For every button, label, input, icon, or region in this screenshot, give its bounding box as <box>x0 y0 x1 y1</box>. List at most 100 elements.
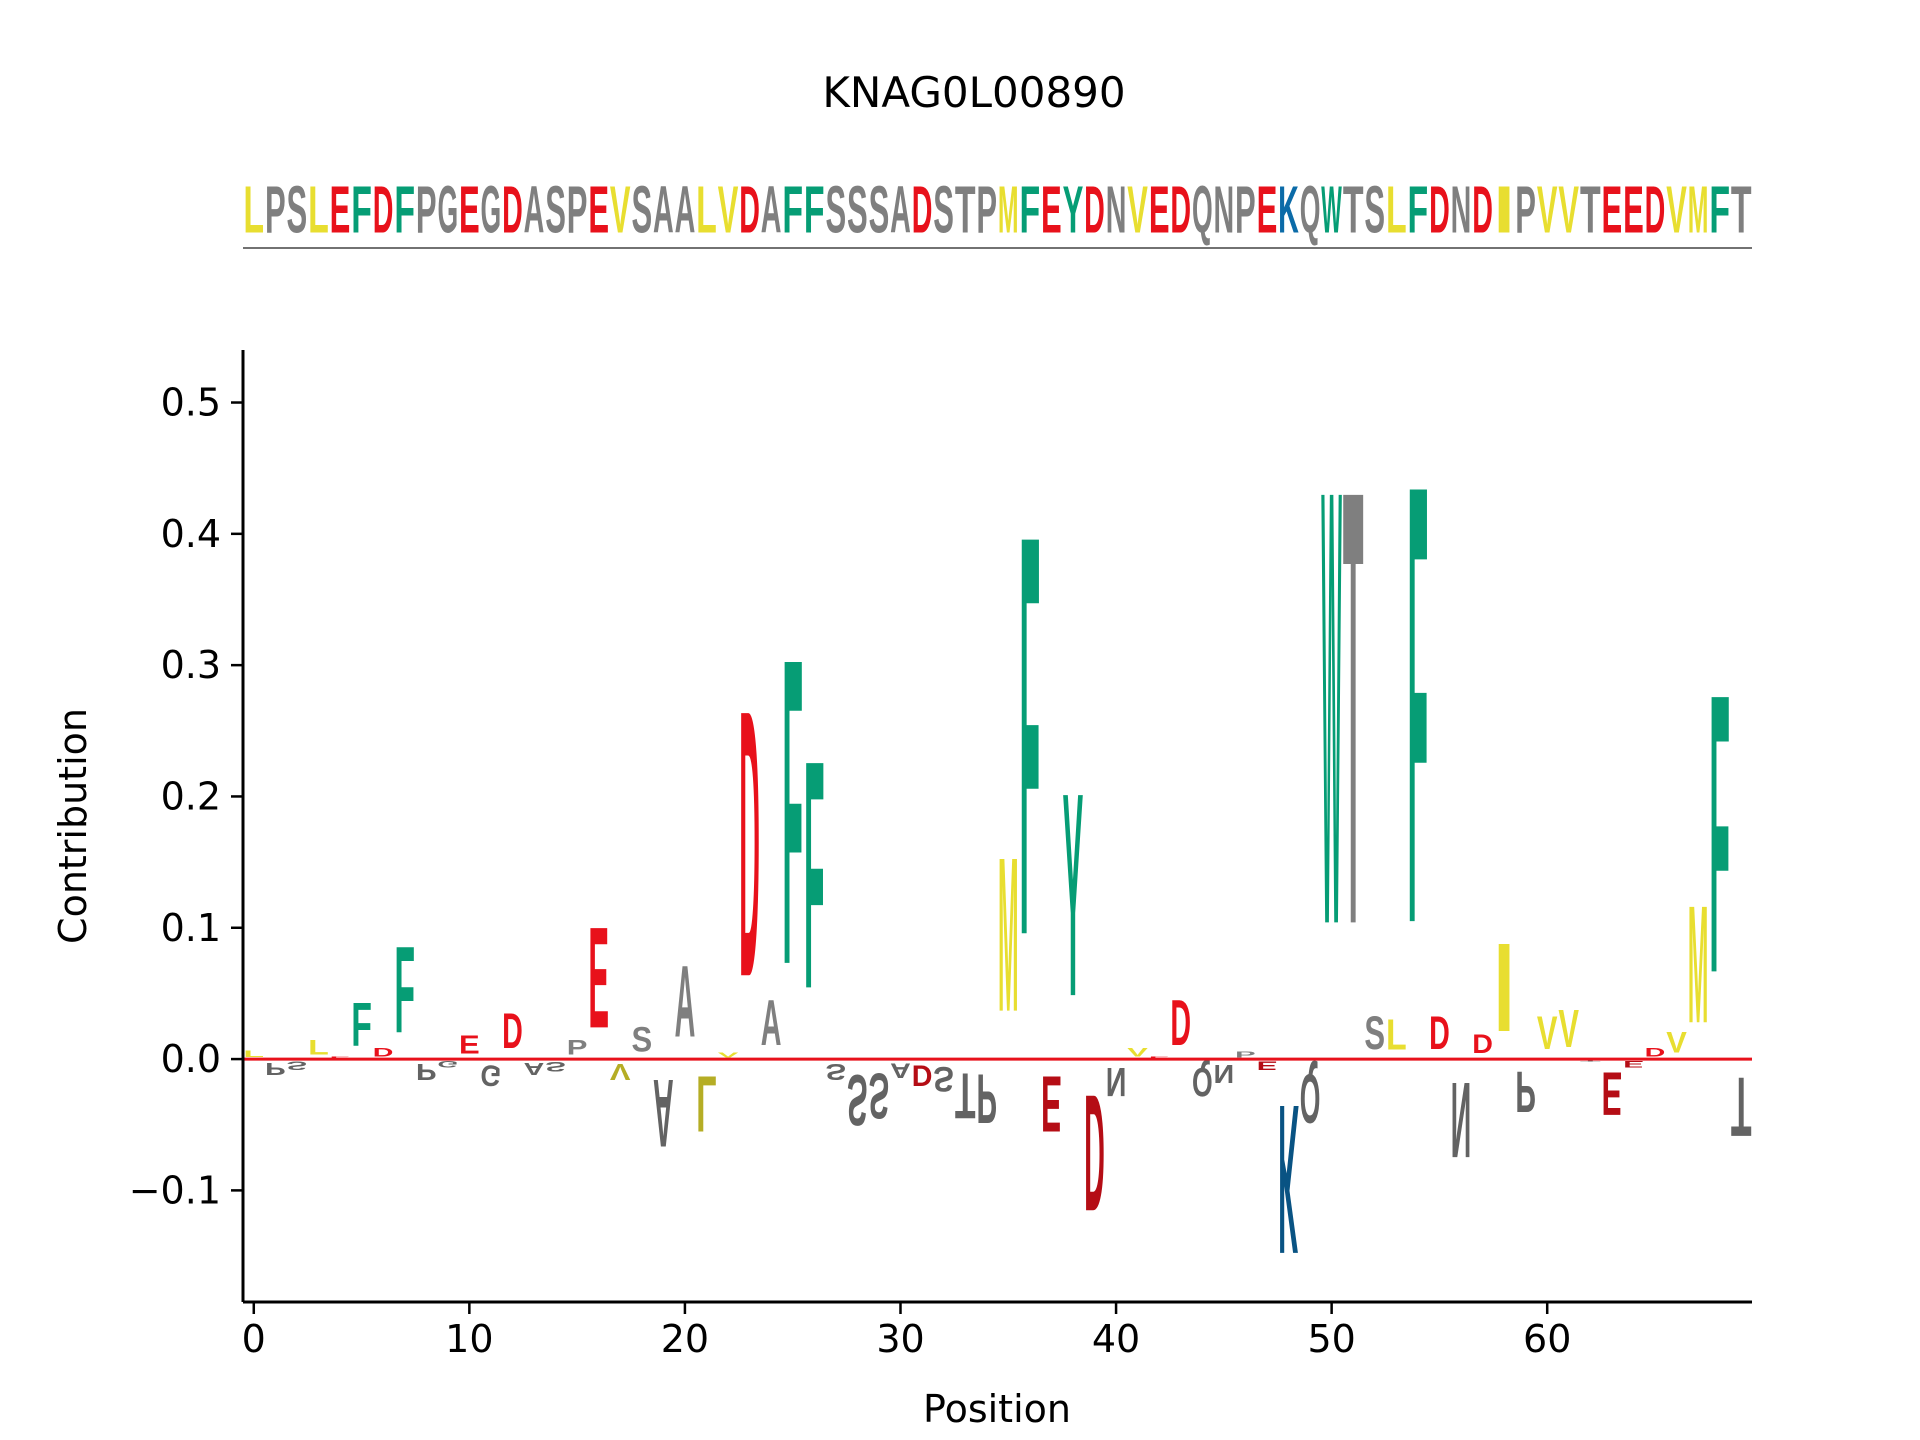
contribution-letter: N <box>1106 1059 1127 1104</box>
sequence-letter: V <box>1558 173 1579 247</box>
sequence-letter: F <box>782 173 803 247</box>
contribution-letter: D <box>1170 987 1191 1059</box>
y-tick-label: 0.5 <box>161 381 221 425</box>
sequence-letter: S <box>847 173 868 247</box>
sequence-letter: D <box>373 171 394 246</box>
contribution-letter: E <box>1041 1059 1062 1149</box>
contribution-letter: A <box>653 1059 674 1166</box>
sequence-letter: S <box>287 173 308 247</box>
contribution-letter: L <box>1386 1012 1407 1060</box>
contribution-letter: S <box>933 1058 954 1097</box>
sequence-letter: L <box>1386 173 1407 247</box>
contribution-letter: D <box>1429 1008 1450 1060</box>
contribution-letter: D <box>373 1046 394 1059</box>
sequence-letter: V <box>1127 173 1148 247</box>
sequence-letter: E <box>1257 173 1278 247</box>
sequence-letter: E <box>1149 173 1170 247</box>
sequence-letter: P <box>265 173 286 247</box>
sequence-letter: L <box>243 173 264 247</box>
sequence-letter: P <box>1515 173 1536 247</box>
contribution-letter: G <box>481 1059 502 1091</box>
contribution-letter: I <box>1494 918 1515 1059</box>
sequence-letter: P <box>416 173 437 247</box>
contribution-letter: P <box>1235 1050 1256 1059</box>
sequence-letter: P <box>567 173 588 247</box>
y-ticks: −0.1 0.0 0.1 0.2 0.3 0.4 0.5 <box>129 381 243 1212</box>
sequence-letter: S <box>825 173 846 247</box>
contribution-letter: A <box>890 1059 911 1082</box>
sequence-letter: D <box>912 171 933 246</box>
sequence-letter: F <box>1019 173 1040 247</box>
contribution-letter: L <box>308 1035 329 1059</box>
sequence-letter: E <box>330 173 351 247</box>
sequence-letter: S <box>1364 173 1385 247</box>
sequence-letter: E <box>1602 173 1623 247</box>
contribution-letter: M <box>998 812 1019 1058</box>
contribution-letter: P <box>1515 1059 1536 1124</box>
contribution-letter: D <box>1084 1059 1105 1244</box>
sequence-letter: T <box>1580 173 1601 247</box>
contribution-letter: D <box>739 631 760 1057</box>
contribution-letter: S <box>847 1059 868 1141</box>
sequence-letter: M <box>1688 171 1709 247</box>
contribution-letter: S <box>545 1059 566 1075</box>
sequence-letter: M <box>998 171 1019 247</box>
x-ticks: 0 10 20 30 40 50 60 <box>242 1302 1571 1361</box>
contribution-letter: S <box>287 1059 308 1072</box>
contribution-letter: D <box>912 1058 933 1090</box>
x-tick-label: 20 <box>661 1317 709 1361</box>
contribution-letter: P <box>416 1059 437 1085</box>
sequence-letter: N <box>1451 171 1472 246</box>
sequence-letter: D <box>1084 171 1105 246</box>
contribution-letter: D <box>1645 1046 1666 1059</box>
contribution-letter: V <box>1127 1046 1148 1059</box>
contribution-letter: S <box>631 1021 652 1060</box>
contribution-letter: S <box>869 1059 890 1132</box>
sequence-letter: T <box>1343 173 1364 247</box>
sequence-letter: F <box>1709 173 1730 247</box>
y-tick-label: 0.2 <box>161 774 221 818</box>
sequence-letter: E <box>459 173 480 247</box>
y-axis-label: Contribution <box>51 708 95 944</box>
sequence-letter: E <box>1041 173 1062 247</box>
sequence-letter: D <box>739 171 760 246</box>
sequence-letter: P <box>976 173 997 247</box>
contribution-letter: K <box>1278 1060 1299 1298</box>
contribution-letter: E <box>1623 1059 1644 1070</box>
chart-title: KNAG0L00890 <box>822 68 1125 117</box>
sequence-letter: S <box>869 173 890 247</box>
contribution-letter: N <box>1214 1059 1235 1088</box>
sequence-letter: G <box>437 172 458 247</box>
sequence-letter: L <box>696 173 717 247</box>
sequence-letter: S <box>631 173 652 247</box>
sequence-letter: V <box>1537 173 1558 247</box>
contribution-letter: S <box>825 1059 846 1085</box>
contribution-letter: D <box>502 1002 523 1059</box>
sequence-letter: E <box>588 173 609 247</box>
contribution-letter: F <box>804 693 825 1057</box>
sequence-letter: G <box>481 172 502 247</box>
contribution-letter: T <box>1343 362 1364 1055</box>
contribution-letter: L <box>696 1060 717 1149</box>
sequence-letter: V <box>718 173 739 247</box>
sequence-letter: W <box>1321 172 1342 247</box>
x-tick-label: 60 <box>1523 1317 1571 1361</box>
sequence-letter: F <box>394 173 415 247</box>
sequence-letter: P <box>1235 173 1256 247</box>
contribution-letter: A <box>761 987 782 1059</box>
contribution-letter: T <box>955 1059 976 1132</box>
sequence-letter: F <box>804 173 825 247</box>
contribution-letter: D <box>1472 1029 1493 1059</box>
x-tick-label: 0 <box>242 1317 266 1361</box>
sequence-letter: F <box>351 173 372 247</box>
contribution-letter: F <box>394 922 415 1060</box>
contribution-letter: M <box>1688 873 1709 1059</box>
y-tick-label: 0.3 <box>161 643 221 687</box>
sequence-letter: L <box>308 173 329 247</box>
sequence-letter: A <box>524 171 545 246</box>
sequence-letter: K <box>1278 171 1299 246</box>
sequence-letter: V <box>610 173 631 247</box>
sequence-letter: E <box>1623 173 1644 247</box>
